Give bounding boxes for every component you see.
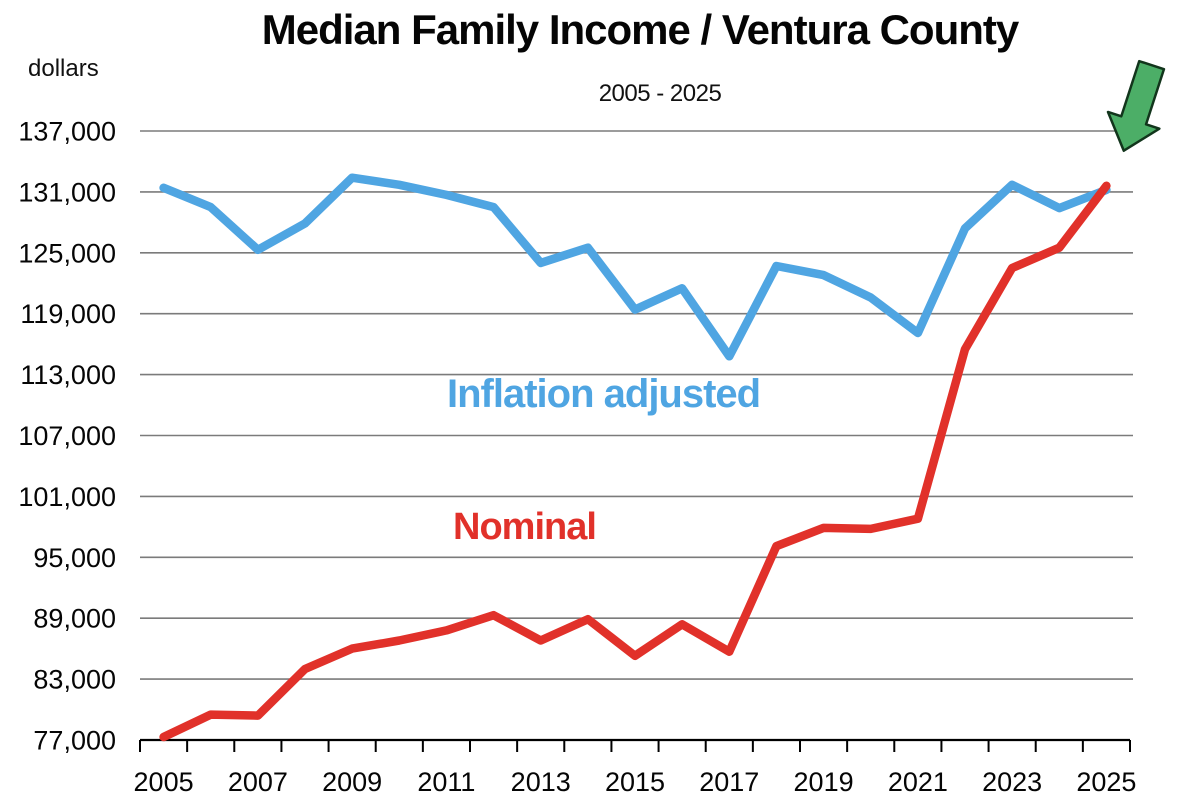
- nominal-line: [159, 181, 1111, 742]
- svg-text:77,000: 77,000: [33, 726, 116, 756]
- svg-text:2023: 2023: [982, 767, 1042, 797]
- x-axis: [139, 738, 1131, 752]
- gridlines: [140, 130, 1133, 680]
- svg-text:2005: 2005: [134, 767, 194, 797]
- svg-text:107,000: 107,000: [18, 421, 116, 451]
- svg-text:125,000: 125,000: [18, 238, 116, 268]
- y-axis-tick-labels: 137,000 131,000 125,000 119,000 113,000 107,0…: [18, 117, 116, 756]
- svg-text:2007: 2007: [228, 767, 288, 797]
- y-axis-unit-label: dollars: [28, 55, 99, 82]
- svg-text:2025: 2025: [1076, 767, 1136, 797]
- svg-text:113,000: 113,000: [20, 360, 116, 390]
- blue-series-label: Inflation adjusted: [447, 372, 761, 416]
- inflation-adjusted-line: [159, 173, 1111, 361]
- svg-text:2015: 2015: [605, 767, 665, 797]
- svg-text:119,000: 119,000: [20, 299, 116, 329]
- svg-text:83,000: 83,000: [33, 665, 116, 695]
- svg-text:2009: 2009: [322, 767, 382, 797]
- green-arrow-icon: [1106, 59, 1166, 152]
- svg-text:95,000: 95,000: [33, 543, 116, 573]
- x-axis-tick-labels: 2005 2007 2009 2011 2013 2015 2017 2019 2021 2023…: [134, 767, 1137, 797]
- svg-text:2011: 2011: [417, 767, 475, 797]
- page-title: Median Family Income / Ventura County: [261, 6, 1020, 53]
- svg-text:101,000: 101,000: [18, 482, 116, 512]
- svg-text:131,000: 131,000: [18, 177, 116, 207]
- svg-text:89,000: 89,000: [33, 604, 116, 634]
- red-series-label: Nominal: [453, 506, 597, 548]
- svg-text:2017: 2017: [699, 767, 759, 797]
- svg-text:2021: 2021: [888, 767, 948, 797]
- chart-subtitle: 2005 - 2025: [598, 80, 722, 107]
- svg-text:137,000: 137,000: [18, 117, 116, 147]
- svg-text:2013: 2013: [511, 767, 571, 797]
- svg-text:2019: 2019: [794, 767, 854, 797]
